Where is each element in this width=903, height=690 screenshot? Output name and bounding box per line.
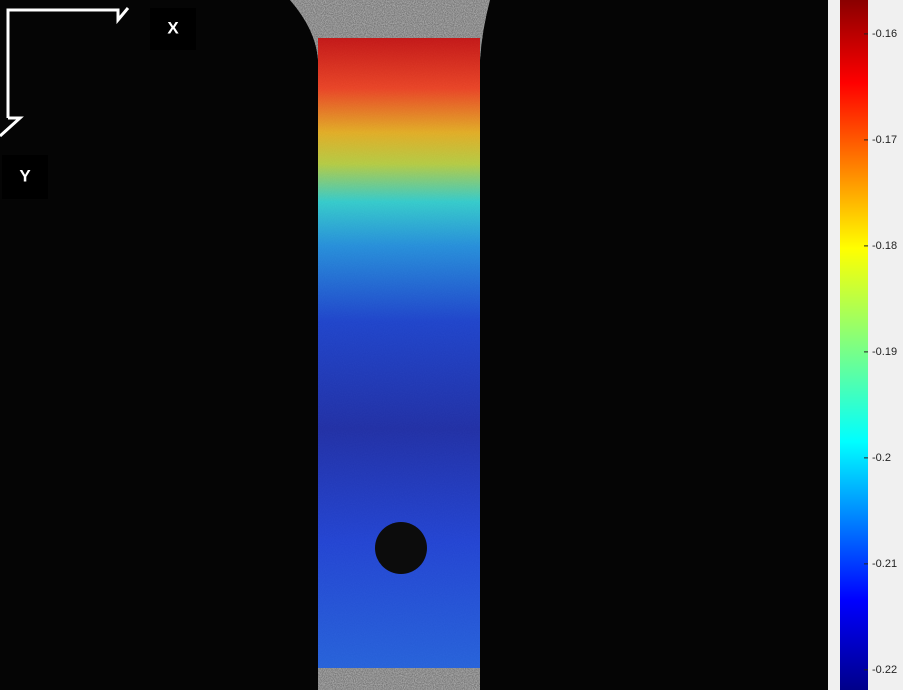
colorbar-tick-label: -0.21 (872, 558, 897, 570)
axis-icon-arrow (0, 116, 24, 138)
colorbar-tick-label: -0.18 (872, 240, 897, 252)
colorbar-tick-label: -0.22 (872, 664, 897, 676)
y-axis-label: Y (19, 166, 31, 185)
colorbar (840, 0, 868, 690)
y-label-box (2, 155, 48, 199)
colorbar-tick-label: -0.19 (872, 346, 897, 358)
axis-icon (6, 7, 130, 118)
colorbar-tick-label: -0.16 (872, 28, 897, 40)
x-label-box (150, 8, 196, 50)
x-axis-label: X (167, 18, 179, 37)
colorbar-tick-label: -0.17 (872, 134, 897, 146)
colorbar-tick-label: -0.2 (872, 452, 891, 464)
hole (375, 522, 427, 574)
